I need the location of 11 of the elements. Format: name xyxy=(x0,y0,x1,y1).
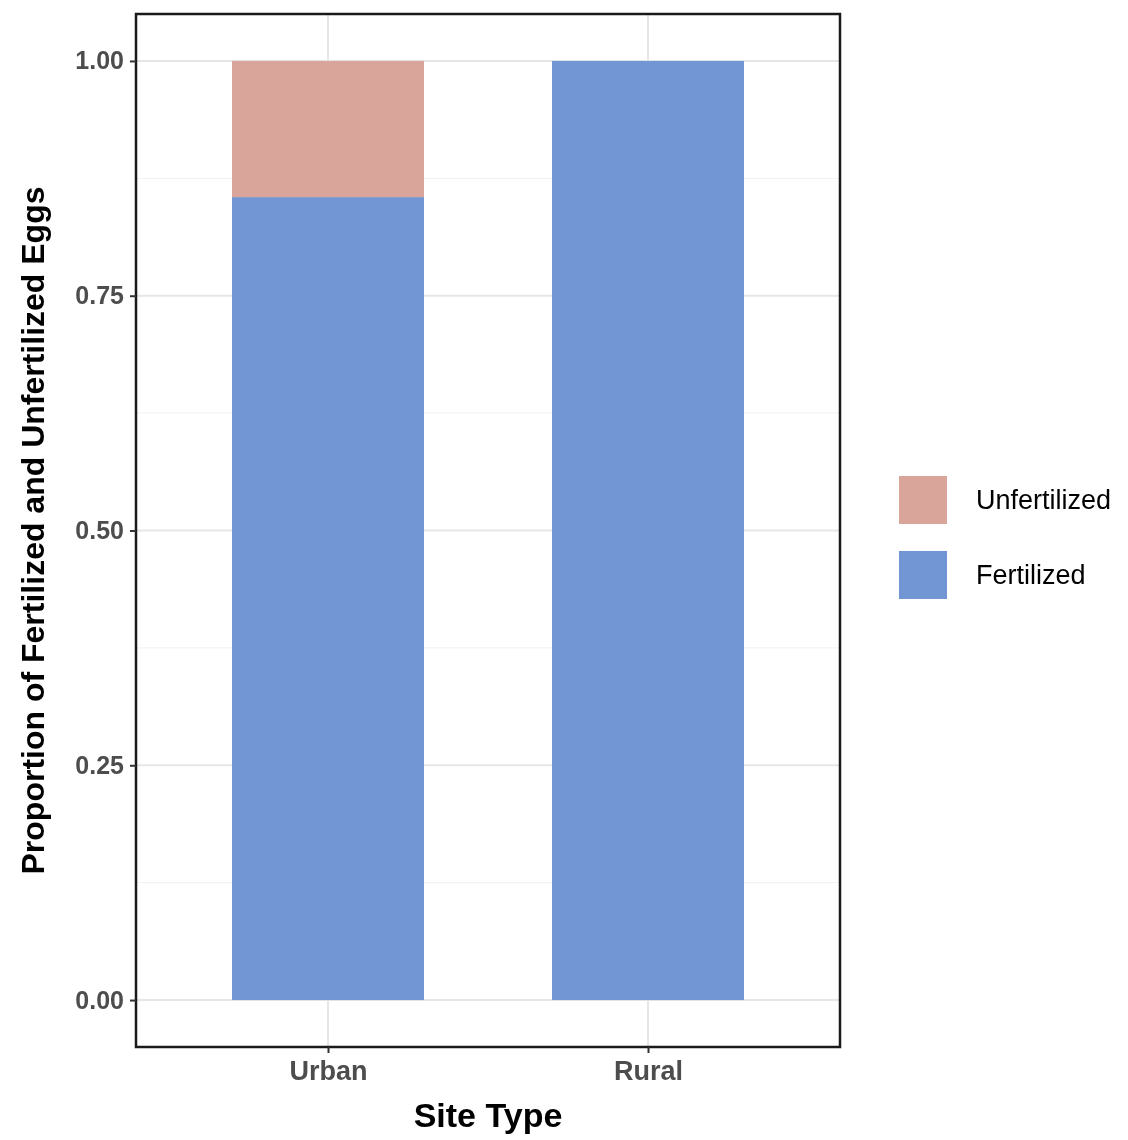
y-tick-label: 0.75 xyxy=(75,281,125,310)
x-tick-label: Rural xyxy=(613,1056,684,1087)
y-tick-label: 0.25 xyxy=(75,750,125,779)
x-axis-title: Site Type xyxy=(413,1096,563,1134)
legend-label: Fertilized xyxy=(976,560,1086,590)
y-tick-label: 0.00 xyxy=(75,985,124,1014)
y-tick-label: 0.50 xyxy=(75,516,124,544)
legend-label: Unfertilized xyxy=(976,485,1112,515)
y-tick-label: 1.00 xyxy=(75,46,124,75)
x-tick-label: Urban xyxy=(289,1056,368,1087)
y-axis-title: Proportion of Fertilized and Unfertilized Eggs xyxy=(15,186,51,875)
